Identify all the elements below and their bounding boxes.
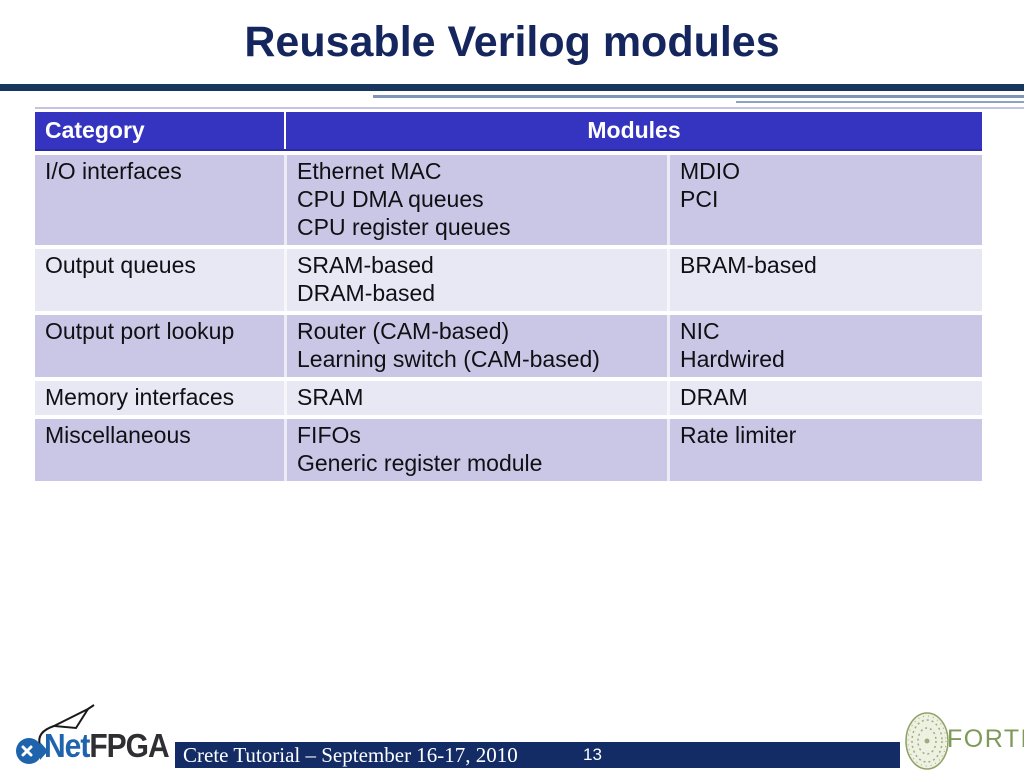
title-divider-mid xyxy=(373,95,1024,98)
forth-logo: FORTH xyxy=(903,711,1024,770)
fly-lure-icon xyxy=(38,704,95,746)
title-divider-thick xyxy=(0,84,1024,91)
cell-category: Output port lookup xyxy=(45,318,235,344)
page-title: Reusable Verilog modules xyxy=(244,18,780,66)
table-header-row: Category Modules xyxy=(35,112,982,151)
phaistos-disc-icon xyxy=(905,712,949,770)
cell-category: Miscellaneous xyxy=(45,422,191,448)
page-number: 13 xyxy=(583,745,602,764)
table-row: I/O interfaces Ethernet MAC CPU DMA queu… xyxy=(35,155,982,245)
cell-modules-a: Router (CAM-based) Learning switch (CAM-… xyxy=(284,315,667,377)
cell-modules-b: NIC Hardwired xyxy=(667,315,982,377)
column-header-modules: Modules xyxy=(284,112,982,149)
cell-modules-a: Ethernet MAC CPU DMA queues CPU register… xyxy=(284,155,667,245)
netfpga-net-text: Net xyxy=(44,728,90,765)
modules-table: Category Modules I/O interfaces Ethernet… xyxy=(35,112,982,485)
title-divider-thin xyxy=(736,101,1024,103)
table-row: Miscellaneous FIFOs Generic register mod… xyxy=(35,419,982,481)
netfpga-logo: NetFPGA xyxy=(14,702,184,768)
cell-category: Output queues xyxy=(45,252,196,278)
table-row: Memory interfaces SRAM DRAM xyxy=(35,381,982,415)
forth-wordmark: FORTH xyxy=(947,725,1024,753)
cell-modules-b: MDIO PCI xyxy=(667,155,982,245)
cell-modules-a: FIFOs Generic register module xyxy=(284,419,667,481)
cell-modules-b: DRAM xyxy=(667,381,982,415)
netfpga-fpga-text: FPGA xyxy=(89,728,169,765)
table-top-border xyxy=(35,107,1024,109)
table-row: Output queues SRAM-based DRAM-based BRAM… xyxy=(35,249,982,311)
cell-modules-a: SRAM-based DRAM-based xyxy=(284,249,667,311)
footer-bar: Crete Tutorial – September 16-17, 2010 1… xyxy=(175,742,900,768)
cell-modules-a: SRAM xyxy=(284,381,667,415)
cell-category: Memory interfaces xyxy=(45,384,235,410)
table-row: Output port lookup Router (CAM-based) Le… xyxy=(35,315,982,377)
netfpga-wordmark: NetFPGA xyxy=(44,728,170,766)
cell-category: I/O interfaces xyxy=(45,158,182,184)
column-header-category: Category xyxy=(45,117,145,143)
footer-caption: Crete Tutorial – September 16-17, 2010 xyxy=(183,743,518,767)
cell-modules-b: Rate limiter xyxy=(667,419,982,481)
fish-icon xyxy=(16,738,48,764)
cell-modules-b: BRAM-based xyxy=(667,249,982,311)
